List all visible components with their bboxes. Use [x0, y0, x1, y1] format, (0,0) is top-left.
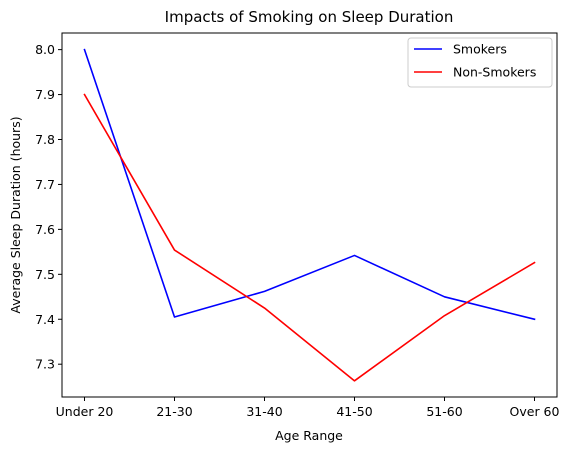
y-tick-label: 7.9 [35, 87, 55, 102]
x-axis-label: Age Range [275, 428, 343, 443]
y-tick-label: 7.4 [35, 312, 55, 327]
legend-label: Non-Smokers [453, 65, 536, 80]
y-tick-label: 7.7 [35, 177, 55, 192]
y-tick-label: 8.0 [35, 42, 55, 57]
legend-label: Smokers [453, 42, 507, 57]
y-tick-label: 7.5 [35, 267, 55, 282]
series-line-non-smokers [83, 93, 536, 382]
y-tick-label: 7.6 [35, 222, 55, 237]
x-axis: Under 20 21-30 31-40 41-50 51-60 Over 60 [56, 397, 560, 419]
x-tick-label: 31-40 [246, 404, 282, 419]
x-tick-label: 51-60 [426, 404, 462, 419]
series-line-smokers [83, 48, 536, 321]
y-tick-label: 7.3 [35, 357, 55, 372]
x-tick-label: 21-30 [156, 404, 192, 419]
plot-frame [61, 32, 558, 398]
y-tick-label: 7.8 [35, 132, 55, 147]
x-tick-label: 41-50 [336, 404, 372, 419]
x-tick-label: Over 60 [510, 404, 560, 419]
legend: Smokers Non-Smokers [407, 37, 553, 88]
plot-area [83, 48, 536, 382]
y-axis: 7.3 7.4 7.5 7.6 7.7 7.8 7.9 8.0 [35, 42, 62, 372]
x-tick-label: Under 20 [56, 404, 114, 419]
chart-title: Impacts of Smoking on Sleep Duration [165, 8, 454, 26]
legend-box [407, 37, 553, 88]
y-axis-label: Average Sleep Duration (hours) [8, 116, 23, 313]
